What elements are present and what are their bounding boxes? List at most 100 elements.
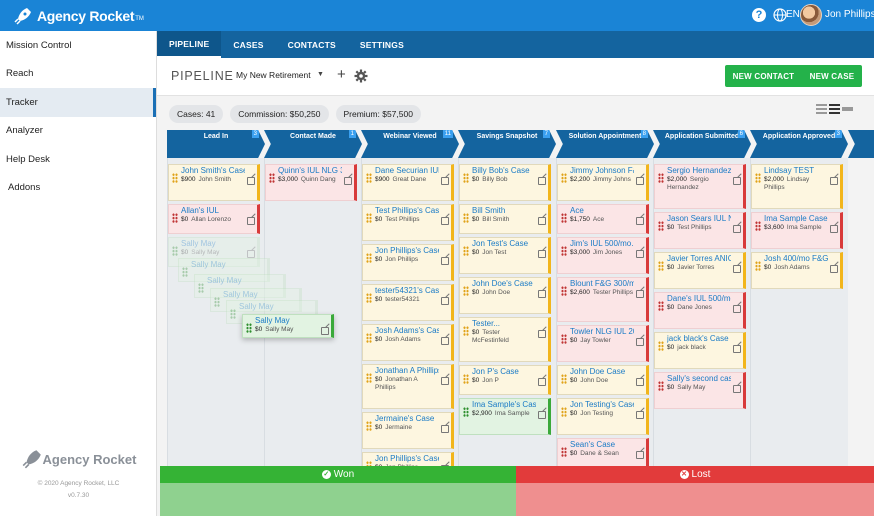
drag-handle-icon[interactable]: [366, 373, 372, 383]
case-name[interactable]: Allan's IUL: [181, 206, 219, 215]
sidebar-item-reach[interactable]: Reach: [6, 68, 34, 80]
case-card[interactable]: Jim's IUL 500/mo... $3,000 Jim Jones: [557, 237, 649, 274]
case-card[interactable]: Tester... $0 Tester McFestinfeld: [459, 317, 551, 362]
case-name[interactable]: Ima Sample Case: [764, 214, 828, 223]
drag-handle-icon[interactable]: [463, 374, 469, 384]
case-name[interactable]: John Doe Case: [570, 367, 626, 376]
open-case-icon[interactable]: [538, 411, 546, 419]
open-case-icon[interactable]: [441, 465, 449, 466]
case-card[interactable]: Josh Adams's Case $0 Josh Adams: [362, 324, 454, 361]
case-name[interactable]: Lindsay TEST: [764, 166, 815, 175]
sidebar-item-addons[interactable]: Addons: [8, 182, 41, 194]
stage-header[interactable]: Webinar Viewed$2,40011: [361, 130, 459, 158]
drag-handle-icon[interactable]: [366, 461, 372, 466]
open-case-icon[interactable]: [538, 177, 546, 185]
case-card[interactable]: Sean's Case $0 Dane & Sean: [557, 438, 649, 466]
open-case-icon[interactable]: [441, 377, 449, 385]
open-case-icon[interactable]: [321, 327, 329, 335]
drag-handle-icon[interactable]: [172, 213, 178, 223]
case-name[interactable]: Jon Phillips's Case: [375, 454, 439, 463]
case-card[interactable]: John Doe Case $0 John Doe: [557, 365, 649, 395]
open-case-icon[interactable]: [441, 177, 449, 185]
open-case-icon[interactable]: [830, 225, 838, 233]
drag-handle-icon[interactable]: [366, 173, 372, 183]
open-case-icon[interactable]: [733, 265, 741, 273]
sidebar-item-help-desk[interactable]: Help Desk: [6, 153, 50, 165]
case-card[interactable]: Lindsay TEST $2,000 Lindsay Phillips: [751, 164, 843, 209]
drag-handle-icon[interactable]: [366, 421, 372, 431]
stage-header-partial[interactable]: [848, 130, 874, 158]
open-case-icon[interactable]: [830, 265, 838, 273]
case-name[interactable]: Jim's IUL 500/mo...: [570, 239, 634, 248]
app-logo[interactable]: Agency Rocket TM: [12, 5, 144, 27]
case-name[interactable]: Dane's IUL 500/mo: [667, 294, 731, 303]
drag-handle-icon[interactable]: [463, 407, 469, 417]
drag-handle-icon[interactable]: [366, 253, 372, 263]
stage-header[interactable]: Application Submitted$8,4006: [653, 130, 751, 158]
open-case-icon[interactable]: [441, 337, 449, 345]
lost-drop-zone[interactable]: ✕ Lost: [516, 466, 874, 516]
open-case-icon[interactable]: [441, 257, 449, 265]
case-card[interactable]: Jon Testing's Case $0 Jon Testing: [557, 398, 649, 435]
case-name[interactable]: Bill Smith: [472, 206, 506, 215]
compact-view-icon[interactable]: [842, 104, 853, 114]
open-case-icon[interactable]: [636, 250, 644, 258]
drag-handle-icon[interactable]: [561, 447, 567, 457]
tab-pipeline[interactable]: PIPELINE: [157, 31, 222, 58]
open-case-icon[interactable]: [538, 378, 546, 386]
case-name[interactable]: Jon Test's Case: [472, 239, 529, 248]
open-case-icon[interactable]: [247, 250, 255, 258]
case-card[interactable]: Jon Test's Case $0 Jon Test: [459, 237, 551, 274]
case-name[interactable]: Quinn's IUL NLG 350/mo: [278, 166, 342, 175]
case-card[interactable]: Josh 400/mo F&G $0 Josh Adams: [751, 252, 843, 289]
list-view-icon[interactable]: [816, 104, 827, 114]
case-card[interactable]: Sally's second case $0 Sally May: [654, 372, 746, 409]
avatar[interactable]: [800, 4, 822, 26]
open-case-icon[interactable]: [441, 217, 449, 225]
drag-handle-icon[interactable]: [755, 173, 761, 183]
new-case-button[interactable]: NEW CASE: [809, 71, 855, 81]
case-name[interactable]: Jon Testing's Case: [570, 400, 634, 409]
drag-handle-icon[interactable]: [366, 333, 372, 343]
drag-handle-icon[interactable]: [755, 261, 761, 271]
case-name[interactable]: John Smith's Case: [181, 166, 245, 175]
stage-header[interactable]: Application Approved$8,5003: [750, 130, 848, 158]
open-case-icon[interactable]: [344, 177, 352, 185]
stage-header[interactable]: Savings Snapshot$2,9007: [458, 130, 556, 158]
language-selector[interactable]: EN: [786, 9, 800, 20]
case-card[interactable]: Allan's IUL $0 Allan Lorenzo: [168, 204, 260, 234]
drag-handle-icon[interactable]: [463, 246, 469, 256]
case-name[interactable]: Sally May: [255, 316, 290, 325]
drag-handle-icon[interactable]: [561, 374, 567, 384]
case-card[interactable]: Ima Sample Case $3,600 Ima Sample: [751, 212, 843, 249]
case-name[interactable]: jack black's Case: [667, 334, 729, 343]
case-name[interactable]: Sean's Case: [570, 440, 616, 449]
case-name[interactable]: Sergio Hernandez IUL...: [667, 166, 731, 175]
drag-handle-icon[interactable]: [658, 173, 664, 183]
drag-handle-icon[interactable]: [269, 173, 275, 183]
case-name[interactable]: Jason Sears IUL NLG: [667, 214, 731, 223]
open-case-icon[interactable]: [733, 305, 741, 313]
case-card[interactable]: Dane Securian IUL $900 Great Dane: [362, 164, 454, 201]
case-name[interactable]: Josh 400/mo F&G: [764, 254, 828, 263]
case-name[interactable]: Ima Sample's Case: [472, 400, 536, 409]
drag-handle-icon[interactable]: [561, 334, 567, 344]
drag-handle-icon[interactable]: [658, 381, 664, 391]
open-case-icon[interactable]: [538, 250, 546, 258]
sidebar-item-analyzer[interactable]: Analyzer: [6, 125, 43, 137]
board-view-icon[interactable]: [829, 104, 840, 114]
drag-handle-icon[interactable]: [658, 301, 664, 311]
open-case-icon[interactable]: [636, 378, 644, 386]
drag-handle-icon[interactable]: [561, 173, 567, 183]
open-case-icon[interactable]: [247, 217, 255, 225]
drag-handle-icon[interactable]: [561, 246, 567, 256]
sidebar-item-mission-control[interactable]: Mission Control: [6, 39, 72, 51]
case-card[interactable]: tester54321's Case $0 tester54321: [362, 284, 454, 321]
case-name[interactable]: Dane Securian IUL: [375, 166, 439, 175]
globe-icon[interactable]: [773, 8, 787, 22]
case-name[interactable]: Josh Adams's Case: [375, 326, 439, 335]
